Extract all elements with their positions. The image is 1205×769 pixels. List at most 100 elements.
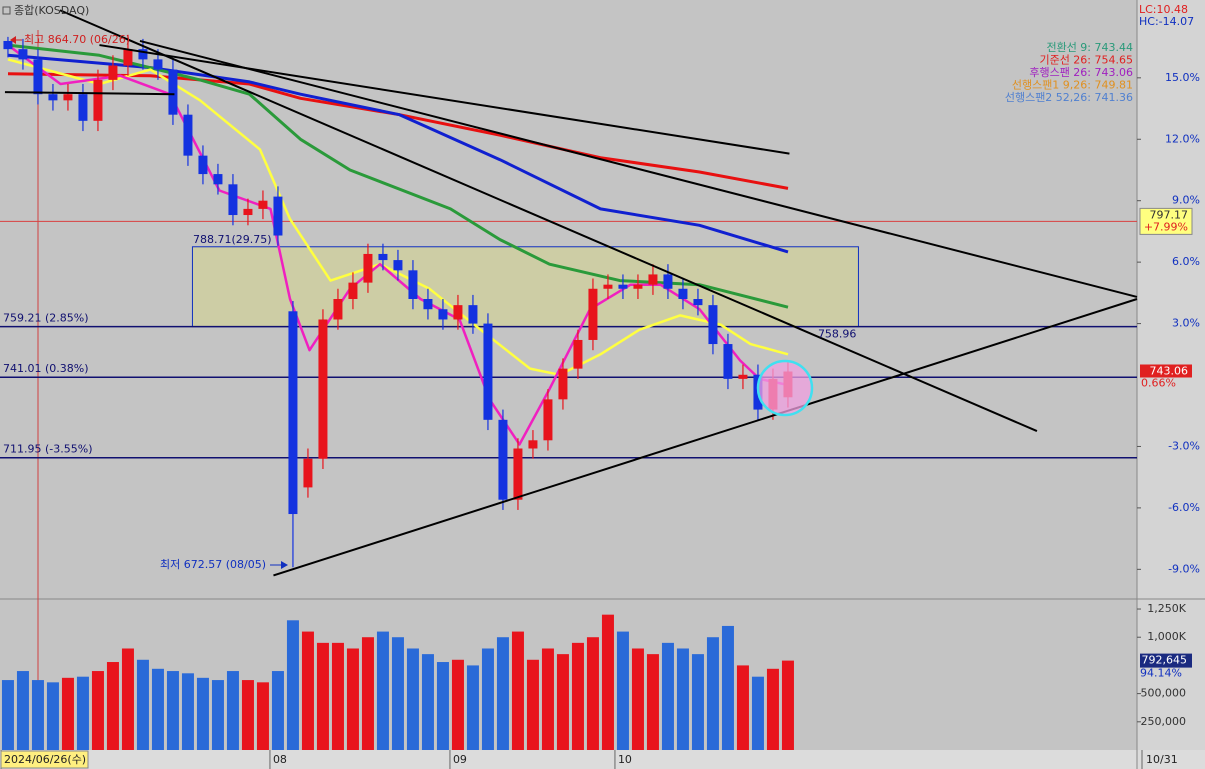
level-label: 759.21 (2.85%) [3, 312, 89, 325]
candle-body [393, 260, 403, 271]
candle-body [258, 200, 268, 209]
level-label: 711.95 (-3.55%) [3, 443, 92, 456]
volume-bar [166, 671, 179, 750]
volume-bar [181, 673, 194, 750]
pivot-note: 788.71(29.75) [193, 233, 272, 246]
candle-body [408, 270, 418, 299]
y-tick-label: -9.0% [1168, 562, 1200, 575]
candle-body [183, 114, 193, 156]
y-tick-label: 6.0% [1172, 255, 1200, 268]
volume-bar [16, 671, 29, 750]
last-badge [1140, 364, 1192, 378]
volume-bar [676, 648, 689, 750]
candle-body [633, 284, 643, 289]
trendline [4, 91, 175, 96]
low-note: 최저 672.57 (08/05) [160, 558, 266, 571]
candle-body [138, 49, 148, 60]
volume-tick-label: 500,000 [1141, 687, 1187, 700]
volume-bar [31, 680, 44, 750]
candle-body [498, 419, 508, 500]
candle-body [603, 284, 613, 289]
volume-tick-label: 1,000K [1147, 630, 1186, 643]
y-tick-label: 12.0% [1165, 132, 1200, 145]
trendline-layer [4, 9, 1138, 577]
candle-body [303, 458, 313, 488]
legend-entry: 기준선 26: 754.65 [1039, 54, 1133, 67]
volume-layer [1, 608, 1141, 750]
volume-bar [1, 680, 14, 750]
candle-body [18, 49, 28, 60]
volume-bar [136, 659, 149, 750]
high-arrow [10, 36, 16, 44]
volume-bar [226, 671, 239, 750]
candle-body [318, 319, 328, 459]
candle-body [513, 448, 523, 500]
volume-bar [361, 637, 374, 750]
volume-bar [346, 648, 359, 750]
x-end-label: 10/31 [1146, 753, 1178, 766]
volume-bar [661, 642, 674, 750]
volume-bar [421, 654, 434, 750]
indicator-line [7, 53, 789, 254]
box-label: 758.96 [818, 328, 857, 341]
last-pct: 0.66% [1141, 376, 1176, 389]
x-tick-label: 08 [273, 753, 287, 766]
candle-body [78, 94, 88, 121]
volume-bar [301, 631, 314, 750]
indicator-line [7, 43, 789, 309]
candle-body [198, 155, 208, 175]
volume-bar [631, 648, 644, 750]
candle-body [423, 299, 433, 310]
level-badge-price: 797.17 [1150, 208, 1189, 221]
candle-body [48, 94, 58, 101]
candle-body [168, 69, 178, 115]
volume-bar [316, 642, 329, 750]
volume-badge [1140, 653, 1192, 668]
volume-bar [481, 648, 494, 750]
candle-body [678, 288, 688, 299]
volume-bar [646, 654, 659, 750]
volume-bar [391, 637, 404, 750]
volume-bar [196, 677, 209, 750]
y-tick-label: -6.0% [1168, 501, 1200, 514]
x-tick-label: 09 [453, 753, 467, 766]
candle-body [708, 305, 718, 345]
candle-body [453, 305, 463, 320]
volume-tick-label: 250,000 [1141, 715, 1187, 728]
trendline [139, 39, 1138, 298]
chart-title: 종합(KOSDAQ) [14, 4, 89, 17]
volume-bar [751, 676, 764, 750]
x-tick-label: 2024/06/26(수) [4, 753, 86, 766]
background-layer [0, 77, 1141, 570]
candle-body [123, 49, 133, 66]
volume-pct: 94.14% [1140, 667, 1182, 680]
candle-body [108, 65, 118, 80]
candle-body [573, 339, 583, 369]
candle-body [378, 253, 388, 261]
candle-body [3, 40, 13, 50]
volume-bar [121, 648, 134, 750]
candle-body [273, 196, 283, 236]
volume-bar [691, 654, 704, 750]
volume-last: 792,645 [1142, 654, 1188, 667]
volume-bar [466, 665, 479, 750]
y-tick-label: 15.0% [1165, 71, 1200, 84]
candle-body [723, 344, 733, 379]
candle-body [243, 208, 253, 216]
y-tick-label: -3.0% [1168, 439, 1200, 452]
volume-bar [706, 637, 719, 750]
volume-bar [721, 625, 734, 750]
legend-entry: 선행스팬2 52,26: 741.36 [1005, 91, 1133, 104]
volume-bar [91, 671, 104, 750]
date-badge [0, 750, 89, 769]
volume-bar [376, 631, 389, 750]
high-note: 최고 864.70 (06/26) [24, 33, 130, 46]
volume-bar [151, 668, 164, 750]
candle-body [618, 284, 628, 289]
volume-bar [106, 662, 119, 750]
legend-entry: 선행스팬1 9,26: 749.81 [1012, 79, 1133, 92]
lc-label: LC:10.48 [1139, 3, 1188, 16]
range-box [191, 246, 859, 328]
y-tick-label: 3.0% [1172, 317, 1200, 330]
volume-bar [571, 642, 584, 750]
